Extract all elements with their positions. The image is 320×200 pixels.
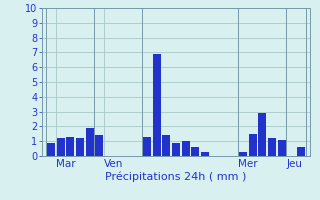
X-axis label: Précipitations 24h ( mm ): Précipitations 24h ( mm ) xyxy=(105,172,247,182)
Bar xyxy=(66,137,75,156)
Bar xyxy=(277,140,286,156)
Bar xyxy=(143,137,151,156)
Bar xyxy=(172,143,180,156)
Bar xyxy=(239,152,247,156)
Bar xyxy=(47,143,55,156)
Bar xyxy=(249,134,257,156)
Bar xyxy=(191,147,199,156)
Bar xyxy=(153,54,161,156)
Bar xyxy=(181,141,190,156)
Bar xyxy=(297,147,305,156)
Bar xyxy=(76,138,84,156)
Bar xyxy=(162,135,171,156)
Bar xyxy=(258,113,267,156)
Bar xyxy=(57,138,65,156)
Bar xyxy=(85,128,94,156)
Bar xyxy=(268,138,276,156)
Bar xyxy=(95,135,103,156)
Bar xyxy=(201,152,209,156)
